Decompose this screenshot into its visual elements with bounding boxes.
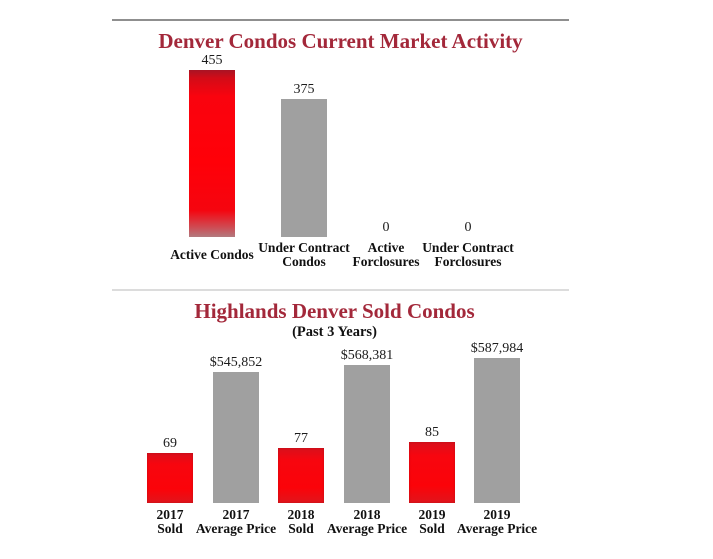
chart-column-2019-sold: 85 2019 Sold [399,340,465,538]
category-label-line: Average Price [326,521,408,536]
category-label-line: Active [367,239,405,255]
column-plot-under-contract-forclosures: 0 [422,52,514,237]
chart-divider [112,289,569,291]
category-label-line: Forclosures [352,254,420,269]
column-plot-2017-average-price: $545,852 [203,340,269,503]
category-label-2018-sold: 2018 Sold [268,503,334,538]
category-label-line: 2019 [418,506,446,522]
value-label-active-forclosures: 0 [382,220,390,235]
category-label-line: Sold [419,521,445,536]
category-label-line: Average Price [456,521,538,536]
category-label-line: Average Price [195,521,277,536]
chart-column-2018-average-price: $568,381 2018 Average Price [327,340,407,538]
category-label-2018-average-price: 2018 Average Price [327,503,407,538]
value-label-2018-sold: 77 [294,431,308,446]
top-divider [112,19,569,21]
bar-active-condos [189,70,235,237]
sold-condos-chart-title: Highlands Denver Sold Condos [194,299,475,323]
value-label-under-contract-forclosures: 0 [464,220,472,235]
bar-under-contract-condos [281,99,327,237]
category-label-line: Active Condos [170,246,254,262]
category-label-2017-average-price: 2017 Average Price [196,503,276,538]
category-label-line: 2017 [222,506,250,522]
market-activity-chart-title: Denver Condos Current Market Activity [158,29,523,53]
category-label-2019-sold: 2019 Sold [399,503,465,538]
category-label-line: Under Contract [258,239,350,255]
bar-2017-average-price [213,372,259,503]
category-label-under-contract-condos: Under Contract Condos [258,237,350,270]
category-label-2019-average-price: 2019 Average Price [457,503,537,538]
bar-2019-average-price [474,358,520,503]
category-label-line: Forclosures [434,254,502,269]
value-label-2017-sold: 69 [163,436,177,451]
category-label-line: 2018 [287,506,315,522]
category-label-line: 2018 [353,506,381,522]
chart-column-under-contract-forclosures: 0 Under Contract Forclosures [422,52,514,270]
category-label-line: 2017 [156,506,184,522]
value-label-active-condos: 455 [201,53,223,68]
sold-condos-chart-subtitle: (Past 3 Years) [292,324,377,340]
chart-column-active-forclosures: 0 Active Forclosures [340,52,432,270]
value-label-2017-average-price: $545,852 [209,355,263,370]
column-plot-active-condos: 455 [166,52,258,237]
category-label-active-forclosures: Active Forclosures [340,237,432,270]
chart-column-2017-average-price: $545,852 2017 Average Price [196,340,276,538]
column-plot-2019-average-price: $587,984 [464,340,530,503]
category-label-active-condos: Active Condos [166,237,258,270]
value-label-under-contract-condos: 375 [293,82,315,97]
chart-column-2018-sold: 77 2018 Sold [268,340,334,538]
value-label-2019-average-price: $587,984 [470,341,524,356]
chart-column-2017-sold: 69 2017 Sold [137,340,203,538]
bar-2017-sold [147,453,193,503]
bar-2018-sold [278,448,324,503]
bar-2019-sold [409,442,455,503]
category-label-line: 2019 [483,506,511,522]
category-label-line: Sold [288,521,314,536]
column-plot-2019-sold: 85 [399,340,465,503]
column-plot-2018-sold: 77 [268,340,334,503]
chart-column-under-contract-condos: 375 Under Contract Condos [258,52,350,270]
value-label-2018-average-price: $568,381 [340,348,394,363]
column-plot-under-contract-condos: 375 [258,52,350,237]
category-label-line: Condos [282,254,326,269]
category-label-2017-sold: 2017 Sold [137,503,203,538]
chart-column-active-condos: 455 Active Condos [166,52,258,270]
category-label-line: Sold [157,521,183,536]
column-plot-2017-sold: 69 [137,340,203,503]
column-plot-active-forclosures: 0 [340,52,432,237]
value-label-2019-sold: 85 [425,425,439,440]
category-label-line: Under Contract [422,239,514,255]
chart-column-2019-average-price: $587,984 2019 Average Price [457,340,537,538]
category-label-under-contract-forclosures: Under Contract Forclosures [422,237,514,270]
bar-2018-average-price [344,365,390,503]
column-plot-2018-average-price: $568,381 [334,340,400,503]
